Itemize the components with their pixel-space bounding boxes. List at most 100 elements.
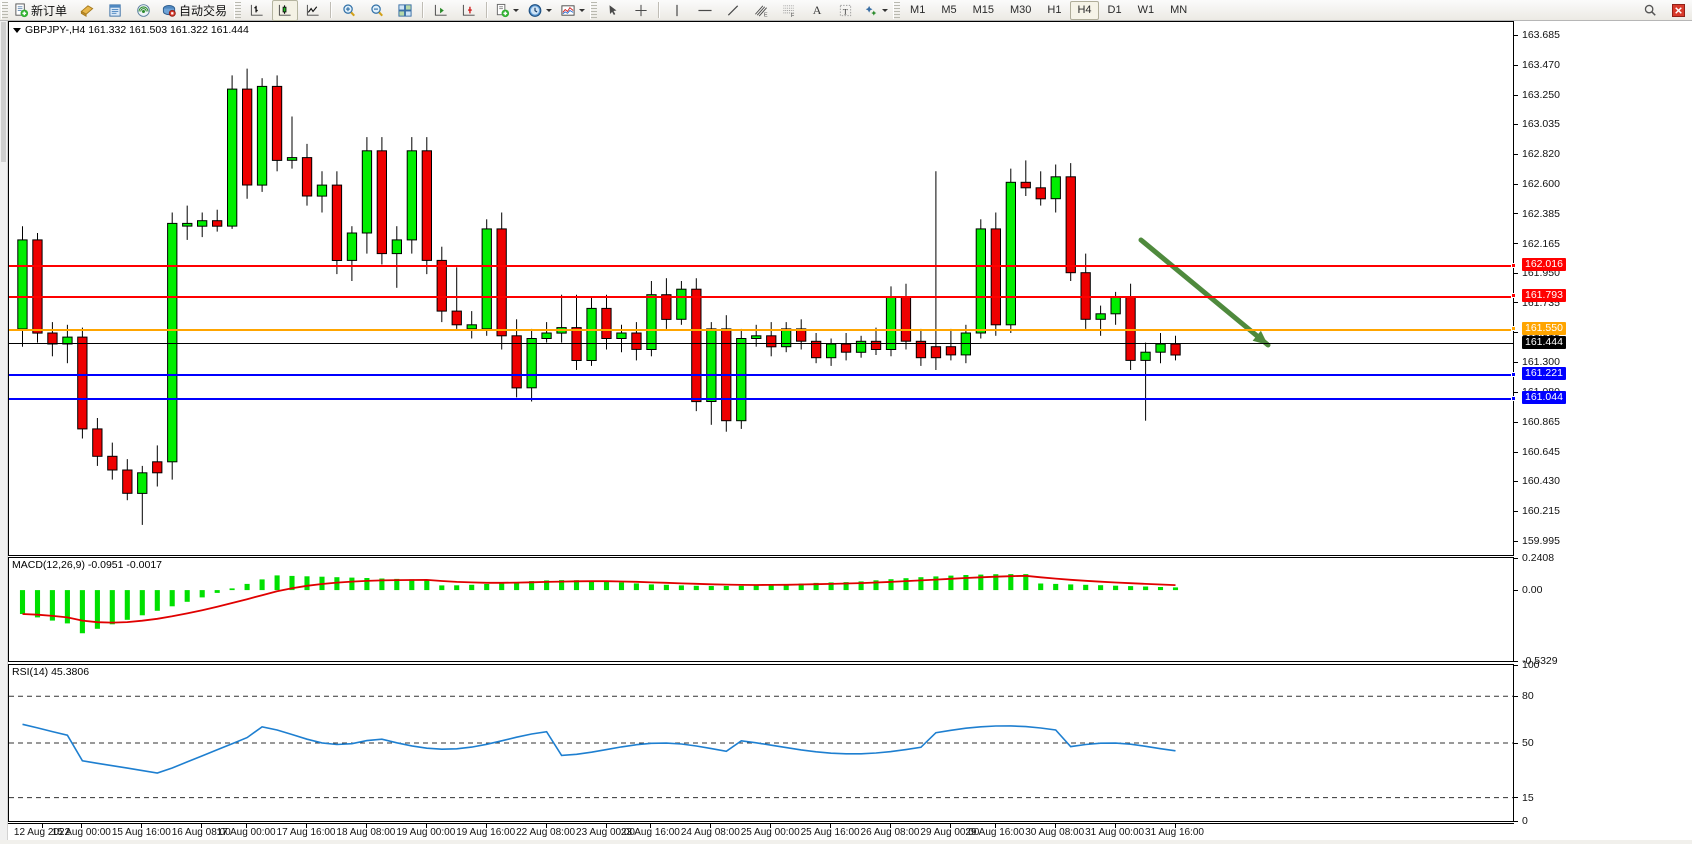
svg-text:F: F — [791, 13, 795, 18]
price-axis-tick: 162.165 — [1514, 238, 1560, 250]
zoom-out-button[interactable] — [364, 0, 390, 21]
indicators-icon — [561, 4, 575, 16]
auto-scroll-button[interactable] — [456, 0, 482, 21]
timeframe-h4[interactable]: H4 — [1070, 0, 1099, 20]
chart-symbol-header[interactable]: GBPJPY-,H4 161.332 161.503 161.322 161.4… — [13, 24, 249, 36]
period-dropdown-arrow[interactable] — [546, 8, 553, 12]
time-axis-notch — [545, 824, 547, 828]
toolbar-grip-4[interactable] — [893, 1, 901, 19]
search-icon — [1644, 4, 1656, 16]
expert-advisors-label: 自动交易 — [179, 3, 228, 18]
current-price-level-line[interactable] — [9, 343, 1513, 345]
fibonacci-retracement-button[interactable]: F — [776, 0, 802, 21]
time-axis-label: 18 Aug 08:00 — [336, 827, 396, 838]
price-axis-tick: 161.950 — [1514, 268, 1560, 279]
support-level-2-label[interactable]: 161.044 — [1522, 391, 1566, 405]
indicators-button[interactable] — [557, 0, 588, 21]
price-axis[interactable]: 163.685 163.470 163.250 163.035 162.820 162.6… — [1514, 21, 1692, 844]
tile-windows-button[interactable] — [392, 0, 418, 21]
toolbar-grip-2[interactable] — [234, 1, 242, 19]
pivot-level-handle[interactable] — [1511, 326, 1516, 332]
text-label-icon: T — [839, 4, 851, 16]
price-pane[interactable]: GBPJPY-,H4 161.332 161.503 161.322 161.4… — [8, 21, 1516, 556]
timeframe-m30[interactable]: M30 — [1010, 3, 1032, 16]
arrows-button[interactable] — [860, 0, 891, 21]
new-template-dropdown-arrow[interactable] — [513, 8, 520, 12]
new-template-icon — [496, 3, 510, 17]
timeframe-m5[interactable]: M5 — [941, 3, 957, 16]
resistance-level-2-line[interactable] — [9, 295, 1513, 298]
metaeditor-button[interactable] — [74, 0, 100, 21]
new-template-button[interactable] — [492, 0, 522, 21]
time-axis-notch — [890, 824, 891, 828]
crosshair-button[interactable] — [628, 0, 654, 21]
chart-menu-caret-icon[interactable] — [13, 27, 21, 33]
toolbar-grip[interactable] — [1, 1, 8, 19]
price-axis-tick: 163.470 — [1514, 59, 1560, 71]
price-axis-tick: 160.215 — [1514, 505, 1560, 517]
symbol-ohlc-text: GBPJPY-,H4 161.332 161.503 161.322 161.4… — [25, 24, 249, 36]
timeframe-m1[interactable]: M1 — [910, 3, 926, 16]
equidistant-channel-button[interactable]: E — [748, 0, 774, 21]
pivot-level-line[interactable] — [9, 328, 1513, 331]
pivot-level-label[interactable]: 161.550 — [1522, 321, 1566, 335]
search-button[interactable] — [1637, 0, 1663, 21]
time-axis[interactable]: 12 Aug 2022 15 Aug 00:00 15 Aug 16:00 16 Au… — [8, 823, 1514, 845]
time-axis-notch — [246, 824, 248, 828]
signals-button[interactable] — [130, 0, 156, 21]
arrows-dropdown-arrow[interactable] — [882, 8, 889, 12]
vertical-scrollbar[interactable] — [0, 21, 8, 844]
expert-advisors-button[interactable]: 自动交易 — [158, 0, 232, 21]
resistance-level-1-label[interactable]: 162.016 — [1522, 258, 1566, 272]
timeframe-h1[interactable]: H1 — [1047, 3, 1062, 16]
timeframe-mn[interactable]: MN — [1170, 3, 1188, 16]
trendline-button[interactable] — [720, 0, 746, 21]
timeframe-m15[interactable]: M15 — [972, 3, 994, 16]
support-level-1-label[interactable]: 161.221 — [1522, 367, 1566, 380]
time-axis-notch — [1174, 824, 1176, 828]
svg-text:T: T — [842, 6, 847, 16]
time-axis-label: 19 Aug 00:00 — [396, 827, 456, 838]
macd-axis-tick: 0.2408 — [1514, 553, 1554, 564]
time-axis-label: 16 Aug 08:00 — [171, 827, 231, 838]
time-axis-label: 26 Aug 08:00 — [860, 827, 920, 838]
zoom-in-button[interactable] — [336, 0, 362, 21]
resistance-level-2-label[interactable]: 161.793 — [1522, 288, 1566, 302]
timeframe-w1[interactable]: W1 — [1137, 3, 1155, 16]
scrollbar-thumb[interactable] — [1, 22, 6, 162]
time-axis-label: 25 Aug 16:00 — [800, 827, 860, 838]
chart-shift-button[interactable] — [428, 0, 454, 21]
time-axis-notch — [949, 824, 951, 828]
new-order-button[interactable]: 新订单 — [11, 0, 72, 21]
line-chart-button[interactable] — [300, 0, 326, 21]
rsi-axis-tick: 50 — [1514, 738, 1534, 749]
text-label-button[interactable]: T — [832, 0, 858, 21]
terminal-window-button[interactable] — [102, 0, 128, 21]
close-window-button[interactable] — [1665, 0, 1691, 21]
support-level-2-handle[interactable] — [1511, 395, 1516, 401]
resistance-level-1-handle[interactable] — [1511, 262, 1516, 268]
timeframe-d1[interactable]: D1 — [1107, 3, 1122, 16]
candlestick-chart-button[interactable] — [272, 0, 299, 21]
current-price-level-label[interactable]: 161.444 — [1522, 336, 1566, 350]
support-level-1-handle[interactable] — [1511, 371, 1516, 377]
support-level-1-line[interactable] — [9, 374, 1513, 376]
support-level-2-line[interactable] — [9, 398, 1513, 401]
macd-pane[interactable]: MACD(12,26,9) -0.0951 -0.0017 — [8, 557, 1514, 662]
chart-shift-icon — [434, 4, 447, 16]
bar-chart-button[interactable] — [244, 0, 270, 21]
price-axis-tick: 162.600 — [1514, 179, 1560, 190]
time-axis-notch — [994, 824, 996, 828]
vertical-line-button[interactable] — [664, 0, 690, 21]
zoom-in-icon — [343, 3, 356, 16]
period-clock-button[interactable] — [524, 0, 555, 21]
toolbar-grip-3[interactable] — [590, 1, 598, 19]
indicators-dropdown-arrow[interactable] — [579, 8, 586, 12]
price-axis-tick: 161.735 — [1514, 297, 1560, 309]
cursor-arrow-button[interactable] — [600, 0, 626, 21]
resistance-level-1-line[interactable] — [9, 265, 1513, 268]
rsi-pane[interactable]: RSI(14) 45.3806 — [8, 664, 1514, 822]
text-button[interactable]: A — [804, 0, 830, 21]
horizontal-line-button[interactable] — [692, 0, 718, 21]
resistance-level-2-handle[interactable] — [1511, 293, 1516, 299]
